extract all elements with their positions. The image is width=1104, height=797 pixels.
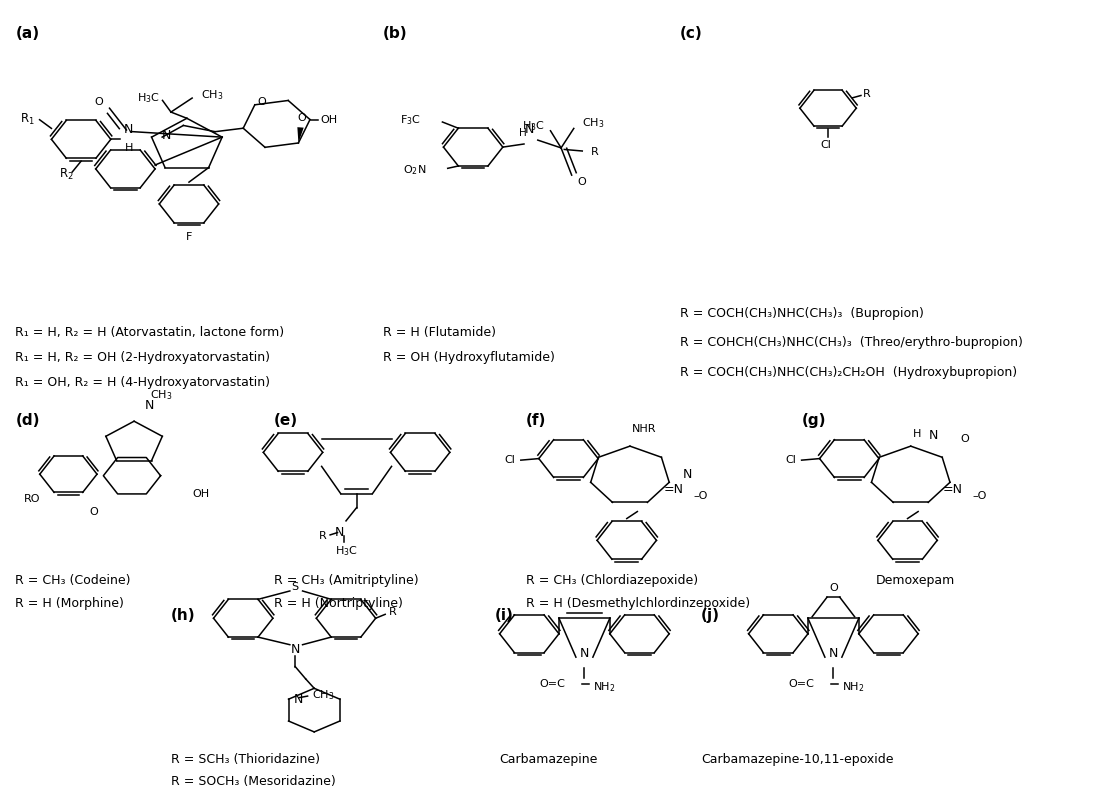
Text: OH: OH [192,489,210,499]
Text: R = OH (Hydroxyflutamide): R = OH (Hydroxyflutamide) [383,351,555,364]
Text: OH: OH [320,115,338,124]
Text: R₁ = OH, R₂ = H (4-Hydroxyatorvastatin): R₁ = OH, R₂ = H (4-Hydroxyatorvastatin) [15,376,270,389]
Text: R$_2$: R$_2$ [59,167,74,182]
Text: O: O [95,97,103,107]
Text: N: N [124,124,134,136]
Text: R = COCH(CH₃)NHC(CH₃)₃  (Bupropion): R = COCH(CH₃)NHC(CH₃)₃ (Bupropion) [680,307,924,320]
Text: N: N [294,693,304,705]
Text: Demoxepam: Demoxepam [875,574,955,587]
Text: O: O [960,434,969,444]
Text: R: R [389,607,396,617]
Text: H$_3$C: H$_3$C [522,120,545,133]
Text: O=C: O=C [540,679,565,689]
Text: (e): (e) [274,414,298,429]
Text: NH$_2$: NH$_2$ [842,680,864,693]
Text: R: R [319,532,327,541]
Text: CH$_3$: CH$_3$ [311,689,335,702]
Text: R = CH₃ (Amitriptyline): R = CH₃ (Amitriptyline) [274,574,418,587]
Text: N: N [335,526,343,539]
Text: R₁ = H, R₂ = H (Atorvastatin, lactone form): R₁ = H, R₂ = H (Atorvastatin, lactone fo… [15,326,285,340]
Text: Carbamazepine: Carbamazepine [500,753,598,766]
Text: H$_3$C: H$_3$C [335,544,358,558]
Text: R = SCH₃ (Thioridazine): R = SCH₃ (Thioridazine) [171,753,320,766]
Text: (a): (a) [15,26,40,41]
Text: N: N [829,647,838,660]
Text: R = H (Nortriptyline): R = H (Nortriptyline) [274,597,403,611]
Text: (g): (g) [802,414,826,429]
Text: Cl: Cl [820,139,831,150]
Text: H: H [913,429,922,438]
Text: O: O [829,583,838,593]
Text: R = CH₃ (Codeine): R = CH₃ (Codeine) [15,574,131,587]
Text: R = SOCH₃ (Mesoridazine): R = SOCH₃ (Mesoridazine) [171,775,336,787]
Text: R = H (Desmethylchlordinzepoxide): R = H (Desmethylchlordinzepoxide) [527,597,751,611]
Text: R = H (Morphine): R = H (Morphine) [15,597,125,611]
Text: N: N [162,129,171,142]
Text: S: S [291,582,299,592]
Text: R: R [863,89,871,99]
Text: (c): (c) [680,26,702,41]
Text: RO: RO [24,494,41,504]
Text: (f): (f) [527,414,546,429]
Text: –O: –O [693,491,708,501]
Text: R = CH₃ (Chlordiazepoxide): R = CH₃ (Chlordiazepoxide) [527,574,698,587]
Text: F: F [185,232,192,242]
Text: R₁ = H, R₂ = OH (2-Hydroxyatorvastatin): R₁ = H, R₂ = OH (2-Hydroxyatorvastatin) [15,351,270,364]
Text: CH$_3$: CH$_3$ [201,88,223,102]
Text: N: N [524,124,534,136]
Text: O: O [297,112,306,123]
Text: (d): (d) [15,414,40,429]
Polygon shape [297,128,304,143]
Text: Cl: Cl [505,455,516,465]
Text: H: H [125,143,132,153]
Text: N: N [928,429,938,442]
Text: =N: =N [943,483,963,497]
Text: (j): (j) [701,608,720,623]
Text: H$_3$C: H$_3$C [138,91,160,105]
Text: NH$_2$: NH$_2$ [593,680,615,693]
Text: N: N [580,647,590,660]
Text: CH$_3$: CH$_3$ [582,116,605,130]
Text: O: O [577,178,586,187]
Text: –O: –O [973,491,987,501]
Text: H: H [519,128,528,138]
Text: R$_1$: R$_1$ [20,112,35,128]
Text: NHR: NHR [633,424,657,434]
Text: O$_2$N: O$_2$N [403,163,426,177]
Text: Cl: Cl [785,455,796,465]
Text: (i): (i) [495,608,513,623]
Text: (h): (h) [171,608,195,623]
Text: (b): (b) [383,26,407,41]
Text: Carbamazepine-10,11-epoxide: Carbamazepine-10,11-epoxide [701,753,893,766]
Text: R = H (Flutamide): R = H (Flutamide) [383,326,496,340]
Text: O=C: O=C [788,679,815,689]
Text: N: N [145,398,155,412]
Text: =N: =N [664,483,683,497]
Text: R = COHCH(CH₃)NHC(CH₃)₃  (Threo/erythro-bupropion): R = COHCH(CH₃)NHC(CH₃)₃ (Threo/erythro-b… [680,336,1022,349]
Text: R: R [591,147,598,157]
Text: O: O [89,507,98,517]
Text: R = COCH(CH₃)NHC(CH₃)₂CH₂OH  (Hydroxybupropion): R = COCH(CH₃)NHC(CH₃)₂CH₂OH (Hydroxybupr… [680,366,1017,379]
Text: N: N [683,468,692,481]
Text: N: N [290,643,300,656]
Text: F$_3$C: F$_3$C [401,113,422,128]
Text: CH$_3$: CH$_3$ [150,388,172,402]
Text: O: O [257,97,266,108]
